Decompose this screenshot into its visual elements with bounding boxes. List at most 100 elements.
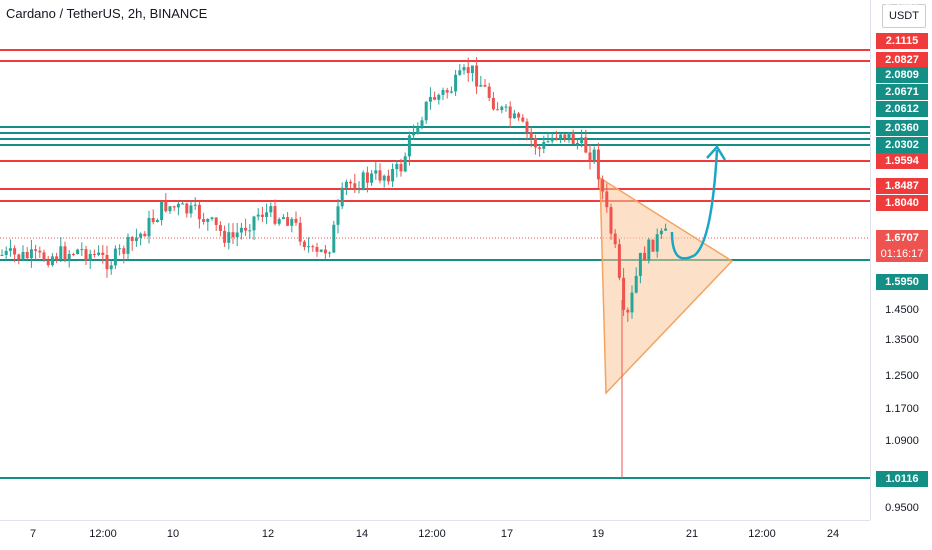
candle-body	[554, 137, 558, 139]
candle-body	[113, 248, 117, 266]
triangle-pattern	[599, 176, 734, 395]
candle-body	[399, 164, 403, 172]
candle-body	[88, 254, 92, 261]
candle-body	[424, 101, 428, 121]
candle-body	[357, 189, 361, 191]
candle-body	[105, 254, 109, 270]
candle-body	[596, 149, 600, 180]
candle-body	[59, 246, 63, 260]
candle-body	[466, 67, 470, 74]
candle-body	[521, 117, 525, 122]
candle-body	[80, 249, 84, 251]
candle-body	[252, 216, 256, 231]
candle-body	[176, 203, 180, 208]
candle-body	[286, 217, 290, 226]
candle-body	[575, 142, 579, 144]
candle-body	[349, 181, 353, 184]
candle-body	[542, 141, 546, 149]
candle-body	[13, 248, 17, 255]
candle-body	[559, 134, 563, 139]
candle-body	[256, 214, 260, 217]
price-axis-tick: 1.0900	[885, 435, 919, 447]
resistance-level-tag: 1.9594	[876, 153, 928, 169]
candle-body	[147, 217, 151, 237]
candle-body	[605, 191, 609, 208]
candle-body	[630, 292, 634, 313]
time-axis-tick: 10	[166, 528, 180, 540]
candle-body	[298, 222, 302, 242]
candle-body	[508, 106, 512, 119]
candle-body	[214, 217, 218, 225]
candle-body	[172, 206, 176, 208]
candle-body	[84, 249, 88, 261]
candle-body	[445, 90, 449, 93]
candle-body	[563, 134, 567, 139]
candle-body	[63, 246, 67, 260]
symbol-title: Cardano / TetherUS, 2h, BINANCE	[6, 6, 208, 21]
candle-body	[525, 121, 529, 133]
candle-body	[458, 70, 462, 75]
candle-body	[361, 172, 365, 190]
support-level-tag: 2.0671	[876, 84, 928, 100]
candle-body	[479, 85, 483, 87]
candle-body	[407, 135, 411, 157]
projection-arrow-path	[670, 149, 719, 260]
candle-body	[302, 241, 306, 247]
candle-body	[307, 246, 311, 248]
time-axis-tick: 12:00	[418, 528, 446, 540]
candle-body	[67, 254, 71, 260]
candle-body	[588, 152, 592, 161]
price-axis-tick: 1.3500	[885, 334, 919, 346]
candle-body	[21, 251, 25, 260]
candle-body	[403, 156, 407, 172]
candle-body	[206, 218, 210, 222]
candle-body	[118, 248, 122, 250]
candle-body	[491, 97, 495, 110]
candle-body	[143, 233, 147, 237]
price-axis-top-label: 2.4725	[885, 2, 919, 14]
price-axis-tick: 1.4500	[885, 304, 919, 316]
projection-arrow-head	[706, 144, 727, 161]
candle-body	[294, 218, 298, 223]
time-axis-divider	[0, 520, 870, 521]
time-axis-tick: 7	[29, 528, 37, 540]
candle-body	[235, 232, 239, 238]
candle-body	[311, 246, 315, 248]
candle-body	[651, 239, 655, 252]
time-axis-tick: 21	[685, 528, 699, 540]
candle-body	[25, 251, 29, 259]
candle-body	[437, 94, 441, 100]
candle-body	[181, 203, 185, 205]
candle-body	[601, 179, 605, 192]
candle-body	[449, 91, 453, 93]
candle-body	[647, 239, 651, 261]
candle-body	[374, 170, 378, 174]
candle-body	[29, 249, 33, 259]
resistance-level-tag: 2.1115	[876, 33, 928, 49]
candle-body	[386, 175, 390, 182]
current-price-tag: 1.6707	[876, 230, 928, 246]
currency-button[interactable]: USDT	[882, 4, 926, 28]
resistance-level-tag: 1.8487	[876, 178, 928, 194]
candle-body	[370, 173, 374, 183]
candle-body	[193, 204, 197, 206]
candle-body	[571, 132, 575, 144]
candle-body	[336, 206, 340, 225]
candle-body	[340, 187, 344, 207]
candle-body	[475, 65, 479, 87]
candle-body	[353, 183, 357, 190]
candle-body	[290, 218, 294, 226]
candle-body	[365, 172, 369, 183]
time-axis-tick: 24	[826, 528, 840, 540]
candle-body	[496, 109, 500, 111]
candle-body	[277, 219, 281, 224]
candle-body	[126, 236, 130, 254]
candle-body	[546, 141, 550, 143]
candle-countdown: 01:16:17	[876, 246, 928, 262]
candle-body	[538, 147, 542, 149]
support-level-tag: 1.5950	[876, 274, 928, 290]
candle-body	[71, 254, 75, 256]
candle-body	[517, 113, 521, 118]
